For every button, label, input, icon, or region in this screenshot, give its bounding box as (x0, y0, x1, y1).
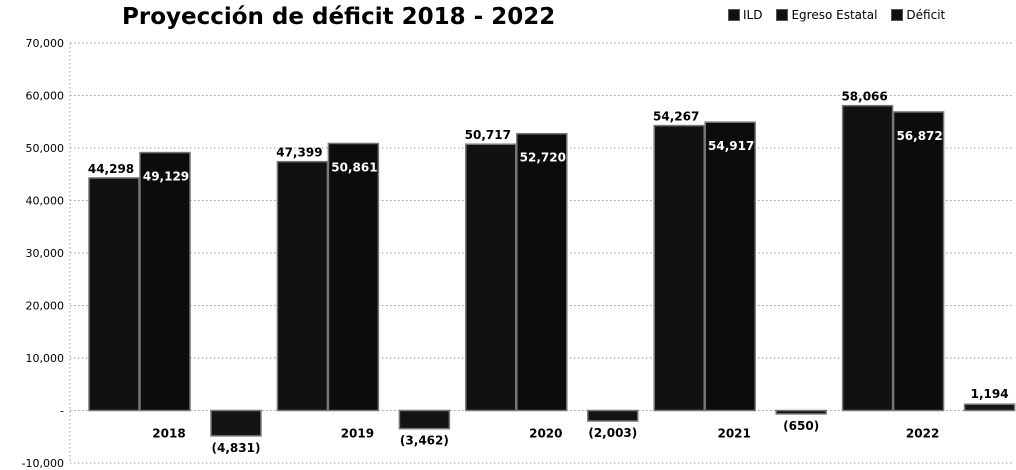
bar (210, 409, 262, 437)
y-tick-label: 50,000 (26, 142, 65, 155)
y-tick-label: 60,000 (26, 90, 65, 103)
legend-swatch-deficit (891, 9, 904, 21)
y-tick-label: 40,000 (26, 195, 65, 208)
bar (516, 132, 568, 412)
chart-title: Proyección de déficit 2018 - 2022 (122, 4, 556, 30)
legend-swatch-ild (728, 9, 740, 21)
legend-entry-deficit: Déficit (891, 8, 945, 22)
x-tick-label: 2021 (717, 427, 750, 441)
x-tick-label: 2022 (906, 427, 939, 441)
legend-swatch-egreso (776, 9, 789, 21)
data-label-ild: 54,267 (653, 110, 699, 124)
bar (88, 177, 140, 412)
data-label-egreso: 49,129 (143, 170, 189, 184)
data-label-ild: 50,717 (465, 128, 511, 142)
y-tick-label: 10,000 (26, 352, 65, 365)
data-label-deficit: 1,194 (971, 387, 1009, 401)
bar (653, 124, 705, 412)
bar (398, 409, 451, 430)
bar (775, 409, 827, 415)
x-tick-label: 2018 (152, 427, 185, 441)
legend-entry-ild: ILD (728, 8, 762, 22)
x-tick-label: 2019 (341, 427, 374, 441)
y-tick-label: - (60, 405, 64, 418)
y-tick-label: 30,000 (26, 247, 65, 260)
data-label-ild: 47,399 (276, 146, 322, 160)
data-label-egreso: 56,872 (896, 129, 942, 143)
legend-label-egreso: Egreso Estatal (791, 8, 878, 22)
bar (465, 143, 517, 412)
y-tick-label: 20,000 (26, 300, 65, 313)
data-label-egreso: 52,720 (520, 151, 566, 165)
y-tick-label: 70,000 (26, 37, 65, 50)
data-label-deficit: (650) (783, 419, 819, 433)
legend-entry-egreso: Egreso Estatal (776, 8, 877, 22)
data-label-ild: 44,298 (88, 162, 134, 176)
bar (327, 142, 380, 412)
bar (276, 160, 329, 412)
bar (587, 409, 639, 422)
data-label-deficit: (2,003) (588, 426, 637, 440)
bar (704, 121, 756, 412)
bar (841, 104, 894, 412)
legend: ILD Egreso Estatal Déficit (728, 8, 945, 22)
bar (963, 403, 1016, 412)
bar (892, 111, 945, 412)
bar (139, 151, 191, 412)
data-label-ild: 58,066 (841, 90, 887, 104)
y-tick-label: -10,000 (22, 457, 64, 470)
data-label-deficit: (4,831) (212, 441, 261, 455)
x-tick-label: 2020 (529, 427, 562, 441)
legend-label-deficit: Déficit (906, 8, 946, 22)
legend-label-ild: ILD (743, 8, 763, 22)
data-label-egreso: 50,861 (331, 160, 377, 174)
data-label-egreso: 54,917 (708, 139, 754, 153)
data-label-deficit: (3,462) (400, 434, 449, 448)
